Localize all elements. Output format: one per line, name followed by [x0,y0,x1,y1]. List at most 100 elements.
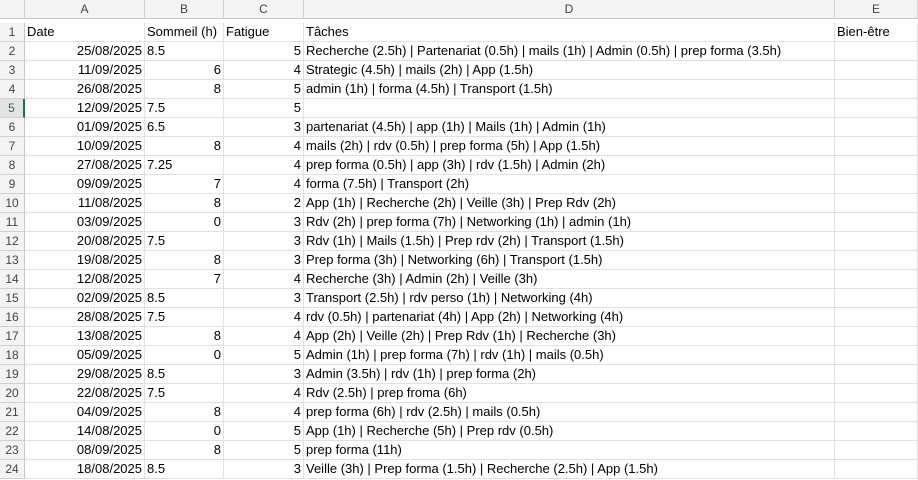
cell-bien-etre[interactable] [835,42,918,61]
row-number[interactable]: 22 [0,422,25,441]
cell-fatigue[interactable]: 4 [224,137,304,156]
column-header-e[interactable]: E [835,0,918,19]
cell-taches[interactable]: admin (1h) | forma (4.5h) | Transport (1… [304,80,835,99]
cell-bien-etre[interactable] [835,61,918,80]
row-number[interactable]: 7 [0,137,25,156]
cell-bien-etre[interactable] [835,80,918,99]
row-number[interactable]: 2 [0,42,25,61]
column-header-c[interactable]: C [224,0,304,19]
cell-date[interactable]: 11/09/2025 [25,61,145,80]
cell-fatigue[interactable]: 4 [224,61,304,80]
cell-sommeil[interactable]: 6.5 [145,118,224,137]
cell-fatigue[interactable]: 4 [224,308,304,327]
cell-bien-etre[interactable] [835,365,918,384]
cell-fatigue[interactable]: 4 [224,403,304,422]
cell-fatigue[interactable]: 3 [224,118,304,137]
cell-taches[interactable]: App (1h) | Recherche (2h) | Veille (3h) … [304,194,835,213]
cell-date[interactable]: 20/08/2025 [25,232,145,251]
cell-sommeil[interactable]: 8.5 [145,365,224,384]
cell-sommeil[interactable]: 8 [145,194,224,213]
cell-sommeil[interactable]: 0 [145,213,224,232]
cell-taches[interactable]: forma (7.5h) | Transport (2h) [304,175,835,194]
cell-taches[interactable]: Admin (3.5h) | rdv (1h) | prep forma (2h… [304,365,835,384]
cell-date[interactable]: 04/09/2025 [25,403,145,422]
cell-sommeil[interactable]: 8.5 [145,460,224,479]
cell-bien-etre[interactable] [835,175,918,194]
row-number[interactable]: 19 [0,365,25,384]
cell-bien-etre[interactable] [835,194,918,213]
cell-bien-etre[interactable] [835,308,918,327]
cell-bien-etre[interactable] [835,137,918,156]
cell-date[interactable]: 09/09/2025 [25,175,145,194]
row-number[interactable]: 8 [0,156,25,175]
cell-fatigue[interactable]: 5 [224,422,304,441]
column-header-d[interactable]: D [304,0,835,19]
cell-header-bien-etre[interactable]: Bien-être [835,23,918,42]
cell-date[interactable]: 01/09/2025 [25,118,145,137]
cell-taches[interactable]: mails (2h) | rdv (0.5h) | prep forma (5h… [304,137,835,156]
cell-sommeil[interactable]: 6 [145,61,224,80]
cell-taches[interactable]: Rdv (1h) | Mails (1.5h) | Prep rdv (2h) … [304,232,835,251]
cell-date[interactable]: 10/09/2025 [25,137,145,156]
cell-bien-etre[interactable] [835,441,918,460]
cell-bien-etre[interactable] [835,403,918,422]
cell-taches[interactable]: Transport (2.5h) | rdv perso (1h) | Netw… [304,289,835,308]
row-number[interactable]: 16 [0,308,25,327]
cell-date[interactable]: 26/08/2025 [25,80,145,99]
cell-taches[interactable]: App (2h) | Veille (2h) | Prep Rdv (1h) |… [304,327,835,346]
cell-sommeil[interactable]: 7.5 [145,232,224,251]
row-number[interactable]: 15 [0,289,25,308]
cell-taches[interactable]: Recherche (3h) | Admin (2h) | Veille (3h… [304,270,835,289]
cell-taches[interactable]: Strategic (4.5h) | mails (2h) | App (1.5… [304,61,835,80]
cell-bien-etre[interactable] [835,327,918,346]
cell-sommeil[interactable]: 8 [145,327,224,346]
cell-sommeil[interactable]: 7.5 [145,308,224,327]
cell-sommeil[interactable]: 7 [145,175,224,194]
cell-taches[interactable]: prep forma (6h) | rdv (2.5h) | mails (0.… [304,403,835,422]
cell-sommeil[interactable]: 8 [145,441,224,460]
cell-sommeil[interactable]: 8 [145,403,224,422]
cell-fatigue[interactable]: 4 [224,270,304,289]
cell-sommeil[interactable]: 0 [145,422,224,441]
cell-date[interactable]: 28/08/2025 [25,308,145,327]
cell-fatigue[interactable]: 5 [224,346,304,365]
cell-date[interactable]: 25/08/2025 [25,42,145,61]
cell-fatigue[interactable]: 5 [224,99,304,118]
cell-bien-etre[interactable] [835,289,918,308]
row-number[interactable]: 17 [0,327,25,346]
cell-taches[interactable]: partenariat (4.5h) | app (1h) | Mails (1… [304,118,835,137]
cell-fatigue[interactable]: 3 [224,213,304,232]
column-header-a[interactable]: A [25,0,145,19]
cell-sommeil[interactable]: 8.5 [145,42,224,61]
cell-bien-etre[interactable] [835,270,918,289]
cell-header-fatigue[interactable]: Fatigue [224,23,304,42]
cell-taches[interactable] [304,99,835,118]
cell-date[interactable]: 13/08/2025 [25,327,145,346]
row-number[interactable]: 6 [0,118,25,137]
cell-fatigue[interactable]: 5 [224,80,304,99]
cell-date[interactable]: 05/09/2025 [25,346,145,365]
cell-date[interactable]: 08/09/2025 [25,441,145,460]
cell-taches[interactable]: Rdv (2.5h) | prep froma (6h) [304,384,835,403]
row-number[interactable]: 18 [0,346,25,365]
cell-bien-etre[interactable] [835,156,918,175]
cell-fatigue[interactable]: 4 [224,327,304,346]
row-number[interactable]: 4 [0,80,25,99]
cell-bien-etre[interactable] [835,213,918,232]
cell-sommeil[interactable]: 0 [145,346,224,365]
cell-fatigue[interactable]: 3 [224,232,304,251]
cell-sommeil[interactable]: 8.5 [145,289,224,308]
cell-sommeil[interactable]: 8 [145,80,224,99]
cell-taches[interactable]: prep forma (0.5h) | app (3h) | rdv (1.5h… [304,156,835,175]
cell-header-taches[interactable]: Tâches [304,23,835,42]
cell-header-sommeil[interactable]: Sommeil (h) [145,23,224,42]
cell-bien-etre[interactable] [835,422,918,441]
row-number[interactable]: 9 [0,175,25,194]
cell-fatigue[interactable]: 5 [224,441,304,460]
row-number[interactable]: 10 [0,194,25,213]
cell-date[interactable]: 02/09/2025 [25,289,145,308]
cell-date[interactable]: 12/09/2025 [25,99,145,118]
cell-date[interactable]: 22/08/2025 [25,384,145,403]
cell-taches[interactable]: rdv (0.5h) | partenariat (4h) | App (2h)… [304,308,835,327]
cell-taches[interactable]: Veille (3h) | Prep forma (1.5h) | Recher… [304,460,835,479]
